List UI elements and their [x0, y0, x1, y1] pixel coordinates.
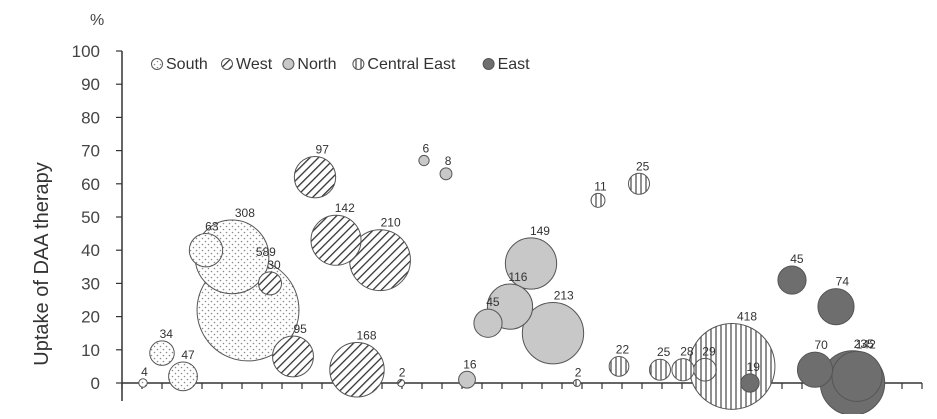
data-label: 4 — [141, 365, 148, 379]
data-label: 308 — [235, 206, 255, 220]
bubble-east — [740, 373, 760, 393]
y-tick-label: 80 — [81, 108, 100, 127]
y-tick-label: 50 — [81, 208, 100, 227]
data-label: 2 — [399, 366, 406, 380]
data-label: 47 — [181, 348, 195, 362]
legend-label: East — [498, 56, 531, 73]
bubble-west — [257, 271, 283, 296]
bubble-central-east — [608, 356, 630, 377]
data-label: 70 — [814, 338, 828, 352]
data-label: 34 — [160, 327, 174, 341]
data-label: 45 — [790, 252, 804, 266]
data-label: 97 — [316, 142, 330, 156]
data-label: 235 — [854, 337, 874, 351]
legend-marker — [352, 58, 365, 70]
bubble-central-east — [590, 192, 606, 208]
y-tick-label: 10 — [81, 341, 100, 360]
x-axis — [121, 382, 923, 389]
y-tick-label: 20 — [81, 308, 100, 327]
data-label: 589 — [256, 245, 276, 259]
legend-label: Central East — [367, 56, 456, 73]
data-label: 149 — [530, 224, 550, 238]
data-label: 168 — [357, 329, 377, 343]
y-tick-label: 70 — [81, 142, 100, 161]
bubble-south — [149, 340, 175, 366]
bubble-central-east — [649, 358, 671, 381]
legend: South West North Central East East — [151, 56, 531, 73]
bubbles-layer — [138, 154, 886, 416]
bubble-west — [397, 379, 405, 387]
data-label: 11 — [594, 179, 607, 193]
y-axis-title: Uptake of DAA therapy — [31, 162, 53, 365]
y-unit-label: % — [90, 12, 104, 29]
data-label: 63 — [205, 220, 219, 234]
bubble-north — [504, 237, 558, 290]
bubble-central-east — [628, 172, 650, 195]
bubble-central-east — [573, 379, 581, 387]
bubble-north — [418, 154, 430, 167]
data-label: 8 — [445, 154, 452, 168]
bubble-north — [473, 308, 503, 338]
data-label: 25 — [657, 345, 671, 359]
bubble-west — [293, 155, 337, 199]
data-label: 2 — [575, 366, 582, 380]
bubble-north — [439, 167, 453, 181]
bubble-west — [272, 335, 314, 378]
data-label: 30 — [267, 258, 281, 272]
y-tick-label: 100 — [72, 42, 100, 61]
y-axis: 0 10 20 30 40 50 60 70 80 90 100 — [72, 42, 123, 401]
bubble-south — [168, 361, 198, 392]
data-label: 29 — [702, 344, 716, 358]
bubble-east — [777, 265, 807, 295]
data-label: 116 — [508, 270, 527, 284]
bubble-south — [188, 233, 224, 268]
data-label: 418 — [737, 309, 757, 323]
y-tick-label: 0 — [91, 374, 100, 393]
y-tick-label: 30 — [81, 274, 100, 293]
bubble-east — [796, 351, 834, 388]
data-label: 213 — [554, 289, 574, 303]
y-tick-label: 90 — [81, 75, 100, 94]
legend-label: North — [297, 56, 336, 73]
legend-label: West — [236, 56, 273, 73]
bubble-north — [521, 302, 585, 365]
legend-label: South — [166, 56, 208, 73]
data-label: 22 — [616, 343, 630, 357]
data-label: 95 — [293, 322, 307, 336]
bubble-east — [831, 350, 883, 402]
legend-marker — [151, 58, 163, 70]
bubble-north — [458, 370, 476, 389]
bubble-south — [138, 378, 148, 388]
y-tick-label: 60 — [81, 175, 100, 194]
data-label: 28 — [680, 345, 694, 359]
bubble-east — [817, 288, 855, 326]
data-label: 19 — [747, 360, 761, 374]
legend-marker — [221, 58, 233, 70]
bubble-west — [329, 342, 385, 398]
data-label: 6 — [422, 141, 429, 155]
legend-marker — [482, 58, 495, 70]
data-label: 25 — [636, 159, 650, 173]
data-label: 142 — [856, 337, 876, 351]
y-tick-label: 40 — [81, 241, 100, 260]
bubble-west — [310, 214, 362, 266]
bubble-central-east — [671, 358, 695, 382]
data-label: 210 — [381, 216, 401, 230]
bubble-central-east — [693, 357, 717, 382]
legend-marker — [282, 58, 295, 70]
data-label: 142 — [335, 201, 355, 215]
data-label: 16 — [463, 357, 477, 371]
data-label: 45 — [486, 295, 500, 309]
data-label: 74 — [836, 275, 850, 289]
